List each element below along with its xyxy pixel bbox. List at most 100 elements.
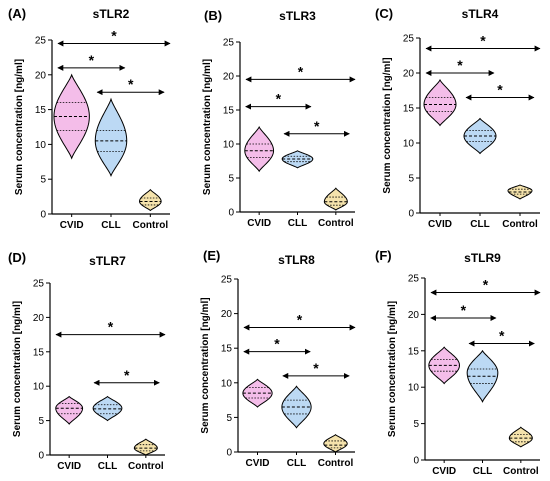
- violin-CVID: [423, 79, 457, 127]
- y-tick-label: 10: [408, 383, 420, 394]
- x-tick-label: CVID: [57, 461, 81, 472]
- y-tick-label: 25: [33, 279, 45, 290]
- y-tick-label: 5: [413, 419, 419, 430]
- violin-CVID: [244, 125, 275, 173]
- panel-sTLR3: (B) sTLR3 Serum concentration [ng/ml] 0 5 10 1…: [202, 8, 356, 229]
- y-tick-label: 20: [35, 70, 47, 81]
- significance-star: *: [108, 319, 114, 335]
- y-tick-label: 20: [403, 69, 415, 80]
- x-tick-label: Control: [128, 461, 164, 472]
- x-tick-label: CVID: [247, 218, 271, 229]
- x-tick-label: Control: [318, 218, 354, 229]
- x-tick-label: CLL: [288, 218, 307, 229]
- y-axis-title: Serum concentration [ng/ml]: [202, 59, 213, 195]
- panel-letter: (F): [375, 248, 392, 263]
- y-tick-label: 10: [35, 140, 47, 151]
- significance-star: *: [124, 367, 130, 383]
- panel-sTLR2: (A) sTLR2 Serum concentration [ng/ml] 0 5 10 1…: [8, 6, 171, 231]
- y-tick-label: 20: [223, 72, 235, 83]
- significance-star: *: [276, 91, 282, 107]
- chart-title: sTLR2: [93, 7, 130, 21]
- y-axis-title: Serum concentration [ng/ml]: [382, 57, 393, 193]
- y-tick-label: 0: [226, 448, 232, 459]
- significance-star: *: [274, 336, 280, 352]
- y-tick-label: 0: [38, 451, 44, 462]
- y-tick-label: 15: [33, 347, 45, 358]
- y-tick-label: 15: [35, 105, 47, 116]
- y-tick-label: 15: [403, 104, 415, 115]
- y-tick-label: 25: [403, 34, 415, 45]
- x-tick-label: CLL: [98, 461, 117, 472]
- significance-star: *: [314, 118, 320, 134]
- violin-CVID: [55, 395, 84, 425]
- y-tick-label: 0: [40, 210, 46, 221]
- y-tick-label: 25: [221, 275, 233, 286]
- y-axis-title: Serum concentration [ng/ml]: [387, 301, 398, 437]
- y-tick-label: 10: [221, 378, 233, 389]
- y-axis-title: Serum concentration [ng/ml]: [200, 297, 211, 433]
- significance-star: *: [313, 360, 319, 376]
- x-tick-label: Control: [503, 466, 539, 477]
- violin-CLL: [92, 395, 123, 422]
- significance-star: *: [497, 82, 503, 98]
- x-tick-label: CVID: [60, 220, 84, 231]
- y-tick-label: 20: [33, 313, 45, 324]
- chart-title: sTLR7: [89, 254, 126, 268]
- y-tick-label: 15: [221, 344, 233, 355]
- panel-letter: (E): [203, 248, 220, 263]
- y-tick-label: 5: [226, 413, 232, 424]
- violin-Control: [323, 434, 348, 453]
- y-tick-label: 0: [228, 208, 234, 219]
- y-tick-label: 10: [403, 139, 415, 150]
- violin-CLL: [281, 385, 312, 429]
- significance-star: *: [297, 311, 303, 327]
- chart-title: sTLR9: [464, 251, 501, 265]
- x-tick-label: CVID: [246, 458, 270, 469]
- significance-star: *: [89, 52, 95, 68]
- y-tick-label: 20: [221, 309, 233, 320]
- panel-sTLR7: (D) sTLR7 Serum concentration [ng/ml] 0 5 10 1…: [8, 250, 166, 472]
- y-tick-label: 5: [228, 174, 234, 185]
- panel-letter: (A): [8, 6, 26, 21]
- x-tick-label: Control: [502, 219, 538, 230]
- y-tick-label: 25: [408, 274, 420, 285]
- panel-sTLR9: (F) sTLR9 Serum concentration [ng/ml] 0 5 10 1…: [375, 248, 541, 477]
- violin-Control: [139, 188, 162, 212]
- y-tick-label: 15: [223, 106, 235, 117]
- y-tick-label: 0: [408, 209, 414, 220]
- significance-star: *: [461, 302, 467, 318]
- y-tick-label: 5: [408, 174, 414, 185]
- violin-CLL: [466, 349, 499, 403]
- significance-star: *: [298, 63, 304, 79]
- y-tick-label: 20: [408, 310, 420, 321]
- x-tick-label: CVID: [432, 466, 456, 477]
- chart-title: sTLR8: [278, 253, 315, 267]
- y-axis-title: Serum concentration [ng/ml]: [14, 59, 25, 195]
- x-tick-label: Control: [133, 220, 169, 231]
- y-tick-label: 15: [408, 346, 420, 357]
- panel-letter: (C): [375, 6, 393, 21]
- significance-star: *: [499, 328, 505, 344]
- chart-title: sTLR3: [279, 9, 316, 23]
- y-tick-label: 10: [33, 382, 45, 393]
- panel-sTLR8: (E) sTLR8 Serum concentration [ng/ml] 0 5 10 1…: [200, 248, 356, 469]
- x-tick-label: Control: [318, 458, 354, 469]
- x-tick-label: CLL: [287, 458, 306, 469]
- significance-star: *: [457, 57, 463, 73]
- y-tick-label: 0: [413, 456, 419, 467]
- violin-Control: [323, 187, 348, 211]
- violin-Control: [508, 426, 533, 448]
- significance-star: *: [480, 33, 486, 49]
- violin-CVID: [242, 378, 273, 408]
- y-tick-label: 25: [223, 38, 235, 49]
- significance-star: *: [111, 27, 117, 43]
- y-axis-title: Serum concentration [ng/ml]: [12, 301, 23, 437]
- y-tick-label: 5: [40, 175, 46, 186]
- chart-title: sTLR4: [462, 7, 499, 21]
- significance-star: *: [483, 277, 489, 293]
- x-tick-label: CLL: [101, 220, 120, 231]
- panel-letter: (D): [8, 250, 26, 265]
- y-tick-label: 25: [35, 36, 47, 47]
- y-tick-label: 5: [38, 416, 44, 427]
